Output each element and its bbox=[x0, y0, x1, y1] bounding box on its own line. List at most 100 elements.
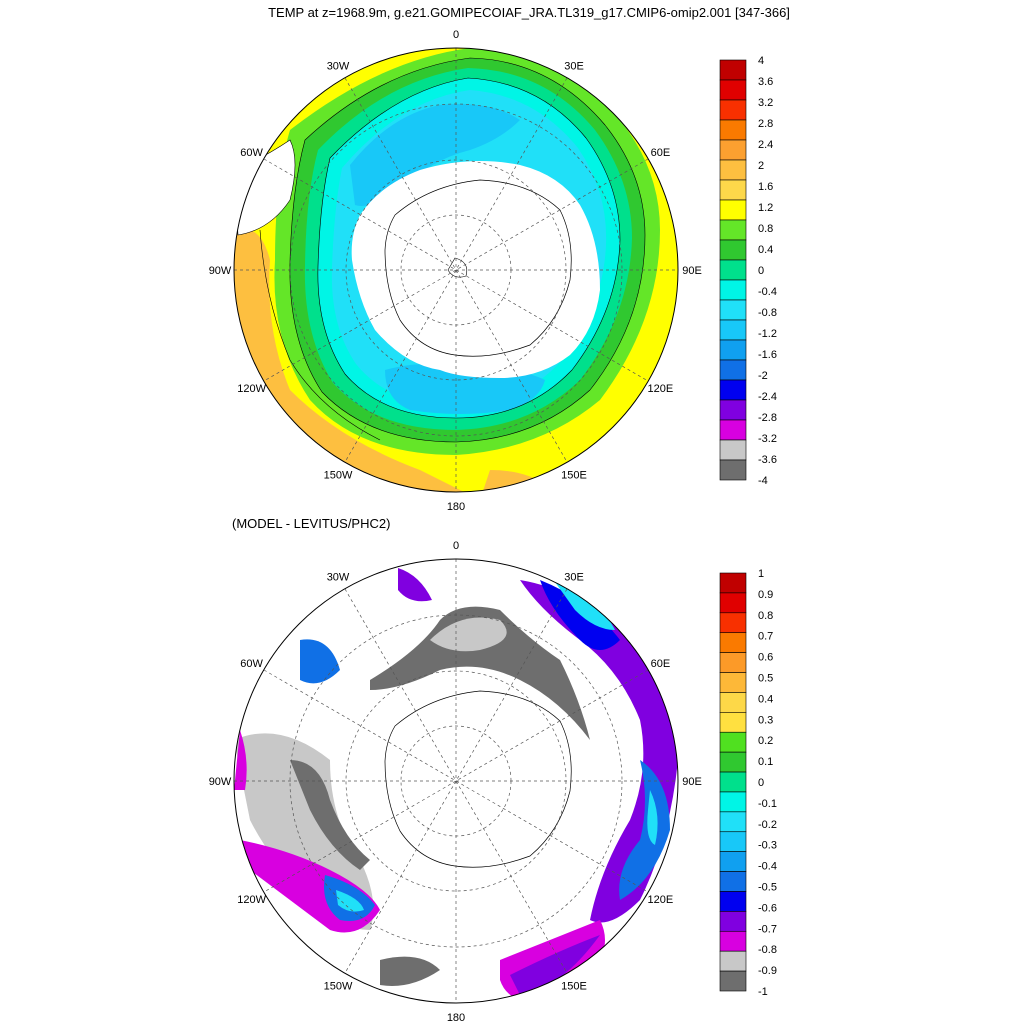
longitude-label: 120E bbox=[648, 894, 674, 906]
colorbar-swatch bbox=[719, 279, 747, 301]
colorbar-swatch bbox=[719, 259, 747, 281]
longitude-label: 90W bbox=[209, 265, 232, 277]
colorbar-tick-label: 3.2 bbox=[758, 97, 773, 109]
colorbar-swatch bbox=[719, 399, 747, 421]
longitude-label: 0 bbox=[453, 540, 459, 552]
colorbar-swatch bbox=[719, 911, 747, 932]
antarctica bbox=[351, 161, 600, 378]
longitude-label: 90E bbox=[682, 265, 702, 277]
colorbar-tick-label: 0 bbox=[758, 777, 764, 789]
difference-subtitle: (MODEL - LEVITUS/PHC2) bbox=[232, 516, 390, 531]
colorbar-swatch bbox=[719, 99, 747, 121]
weddell-cold bbox=[350, 104, 520, 206]
colorbar-tick-label: 1 bbox=[758, 568, 764, 580]
longitude-label: 60W bbox=[240, 658, 263, 670]
bottom-longitude-labels: 0 30E 60E 90E 120E 150E 180 150W 120W 90W 60W 30W bbox=[209, 540, 702, 1024]
longitude-label: 30W bbox=[327, 572, 350, 584]
colorbar-tick-label: -0.2 bbox=[758, 819, 777, 831]
longitude-label: 150W bbox=[324, 980, 353, 992]
longitude-label: 180 bbox=[447, 1012, 465, 1024]
colorbar-tick-label: 0 bbox=[758, 265, 764, 277]
plot-title: TEMP at z=1968.9m, g.e21.GOMIPECOIAF_JRA… bbox=[268, 5, 790, 20]
colorbar-swatch bbox=[719, 159, 747, 181]
colorbar-tick-label: -2.8 bbox=[758, 412, 777, 424]
colorbar-swatch bbox=[719, 199, 747, 221]
colorbar-tick-label: -1 bbox=[758, 986, 768, 998]
longitude-label: 120W bbox=[237, 894, 266, 906]
colorbar-tick-label: -3.2 bbox=[758, 433, 777, 445]
colorbar-tick-label: -2 bbox=[758, 370, 768, 382]
colorbar-tick-label: 0.2 bbox=[758, 735, 773, 747]
colorbar-swatch bbox=[719, 572, 747, 594]
colorbar-tick-label: 0.3 bbox=[758, 714, 773, 726]
bottom-difference-map bbox=[233, 558, 679, 1004]
colorbar-swatch bbox=[719, 179, 747, 201]
colorbar-swatch bbox=[719, 239, 747, 261]
colorbar-tick-label: 0.4 bbox=[758, 693, 773, 705]
colorbar-tick-label: -0.4 bbox=[758, 286, 777, 298]
colorbar-swatch bbox=[719, 891, 747, 912]
longitude-label: 0 bbox=[453, 29, 459, 41]
colorbar-tick-label: 0.7 bbox=[758, 631, 773, 643]
colorbar-tick-label: -4 bbox=[758, 475, 768, 487]
colorbar-tick-label: -0.1 bbox=[758, 798, 777, 810]
colorbar-swatch bbox=[719, 79, 747, 101]
longitude-label: 180 bbox=[447, 501, 465, 513]
colorbar-swatch bbox=[719, 219, 747, 241]
colorbar-tick-label: 0.1 bbox=[758, 756, 773, 768]
colorbar-tick-label: 0.8 bbox=[758, 610, 773, 622]
colorbar-tick-label: -2.4 bbox=[758, 391, 777, 403]
longitude-label: 120E bbox=[648, 383, 674, 395]
colorbar-swatch bbox=[719, 339, 747, 361]
colorbar-swatch bbox=[719, 59, 747, 81]
colorbar-tick-label: -0.4 bbox=[758, 861, 777, 873]
longitude-label: 90E bbox=[682, 776, 702, 788]
longitude-label: 30E bbox=[564, 61, 584, 73]
longitude-label: 30W bbox=[327, 61, 350, 73]
colorbar-tick-label: -0.9 bbox=[758, 965, 777, 977]
colorbar-tick-label: -0.7 bbox=[758, 923, 777, 935]
longitude-label: 90W bbox=[209, 776, 232, 788]
colorbar-tick-label: -1.6 bbox=[758, 349, 777, 361]
colorbar-swatch bbox=[719, 692, 747, 713]
colorbar-tick-label: -0.5 bbox=[758, 882, 777, 894]
colorbar-tick-label: 1.2 bbox=[758, 202, 773, 214]
bottom-colorbar: 1 0.9 0.8 0.7 0.6 0.5 0.4 0.3 0.2 0.1 0 -0.1 -0.2 -0.… bbox=[719, 568, 777, 998]
colorbar-tick-label: -0.6 bbox=[758, 902, 777, 914]
colorbar-tick-label: 0.8 bbox=[758, 223, 773, 235]
colorbar-tick-label: 2.8 bbox=[758, 118, 773, 130]
colorbar-swatch bbox=[719, 139, 747, 161]
longitude-label: 30E bbox=[564, 572, 584, 584]
colorbar-swatch bbox=[719, 379, 747, 401]
colorbar-tick-label: -0.8 bbox=[758, 944, 777, 956]
colorbar-tick-label: 0.4 bbox=[758, 244, 773, 256]
longitude-label: 150W bbox=[324, 469, 353, 481]
colorbar-swatch bbox=[719, 771, 747, 793]
colorbar-swatch bbox=[719, 359, 747, 381]
colorbar-tick-label: 2.4 bbox=[758, 139, 773, 151]
colorbar-swatch bbox=[719, 871, 747, 892]
top-colorbar: 4 3.6 3.2 2.8 2.4 2 1.6 1.2 0.8 0.4 0 -0.4 -0.8 -1.2 -… bbox=[719, 55, 777, 487]
colorbar-tick-label: 0.5 bbox=[758, 673, 773, 685]
colorbar-swatch bbox=[719, 612, 747, 634]
colorbar-tick-label: 0.6 bbox=[758, 652, 773, 664]
longitude-label: 60E bbox=[651, 658, 671, 670]
colorbar-swatch bbox=[719, 672, 747, 693]
colorbar-swatch bbox=[719, 751, 747, 773]
colorbar-swatch bbox=[719, 731, 747, 753]
top-temperature-map bbox=[233, 47, 679, 493]
colorbar-swatch bbox=[719, 439, 747, 461]
colorbar-swatch bbox=[719, 632, 747, 653]
colorbar-tick-label: 2 bbox=[758, 160, 764, 172]
colorbar-swatch bbox=[719, 319, 747, 341]
colorbar-swatch bbox=[719, 299, 747, 321]
top-longitude-labels: 0 30E 60E 90E 120E 150E 180 150W 120W 90W 60W 30W bbox=[209, 29, 702, 513]
colorbar-swatch bbox=[719, 419, 747, 441]
colorbar-tick-label: -3.6 bbox=[758, 454, 777, 466]
colorbar-tick-label: -0.3 bbox=[758, 840, 777, 852]
colorbar-swatch bbox=[719, 592, 747, 614]
colorbar-tick-label: -1.2 bbox=[758, 328, 777, 340]
colorbar-tick-label: 3.6 bbox=[758, 76, 773, 88]
colorbar-swatch bbox=[719, 652, 747, 673]
colorbar-swatch bbox=[719, 119, 747, 141]
